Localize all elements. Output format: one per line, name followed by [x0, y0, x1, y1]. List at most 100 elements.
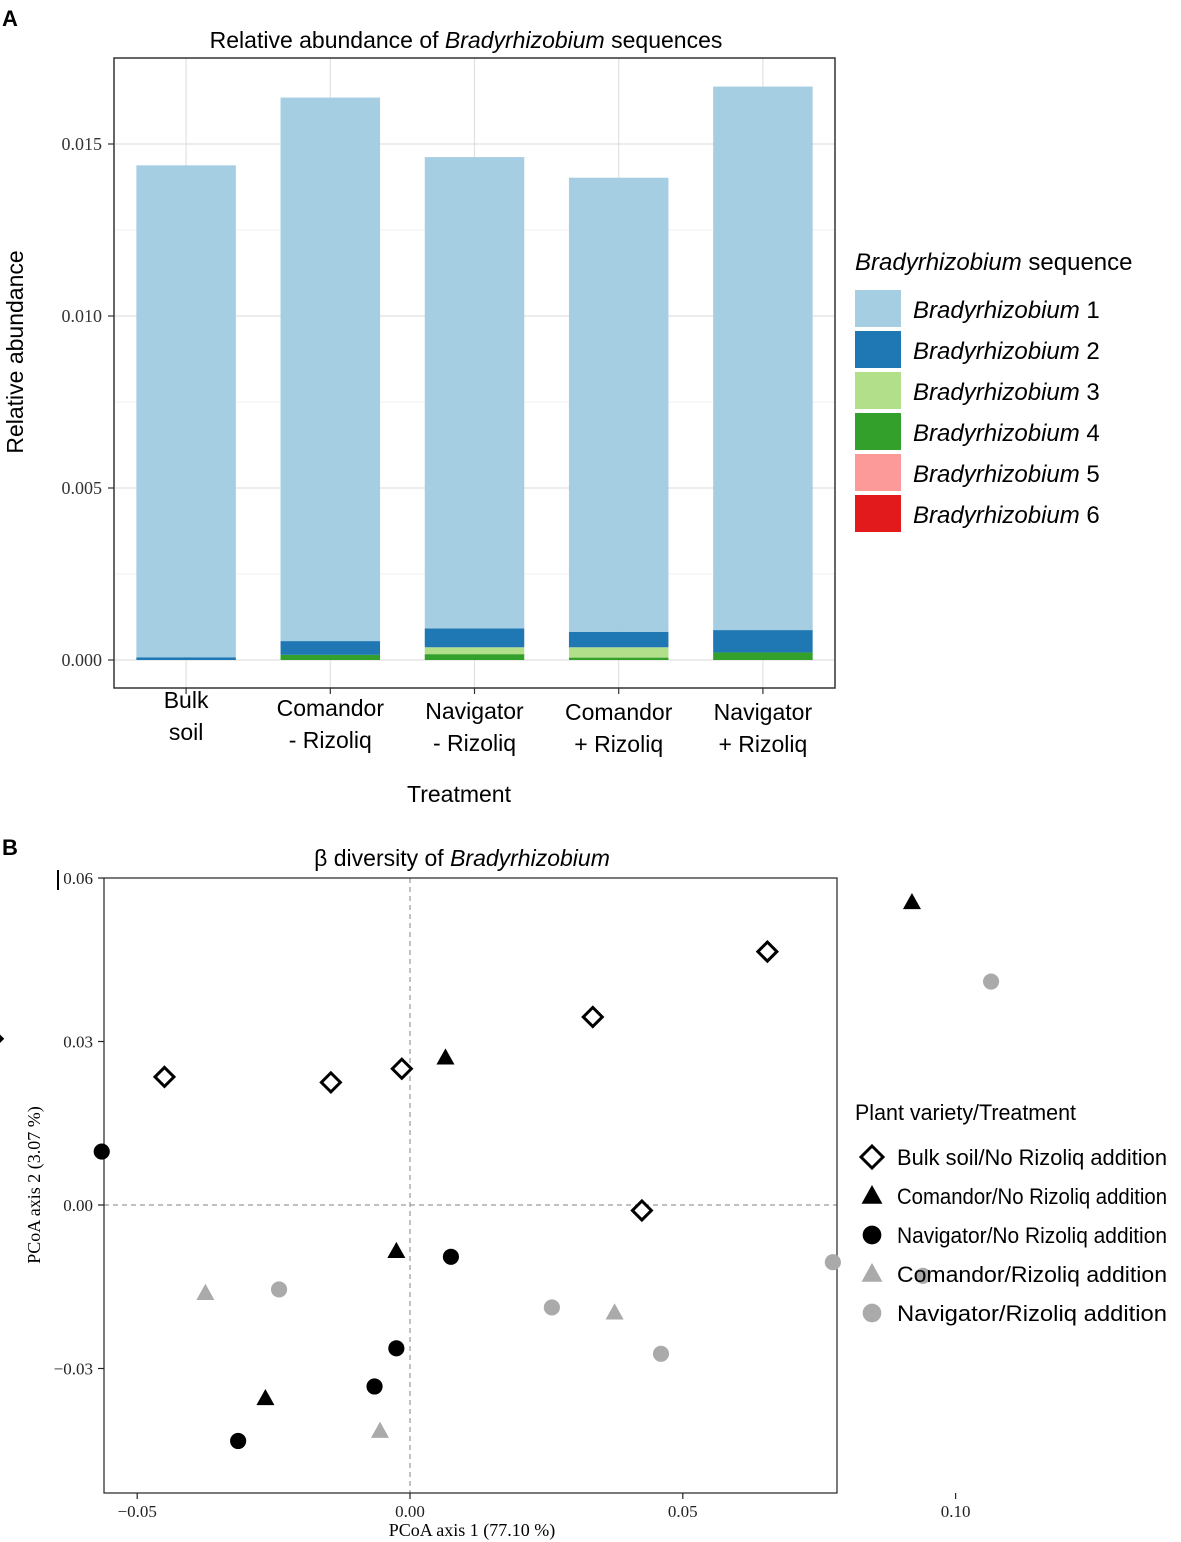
- scatter-x-label: PCoA axis 1 (77.10 %): [389, 1520, 556, 1541]
- x-tick-label: Navigator: [714, 699, 813, 725]
- legend-entry: Comandor/Rizoliq addition: [897, 1262, 1167, 1287]
- scatter-plot-border: [103, 877, 838, 1494]
- legend-entry: Comandor/No Rizoliq addition: [897, 1184, 1167, 1209]
- scatter-point: [652, 1345, 670, 1362]
- x-tick-label: Comandor: [277, 695, 385, 721]
- scatter-legend: Bulk soil/No Rizoliq addition Comandor/No…: [858, 1143, 1167, 1326]
- scatter-point: [436, 1048, 455, 1065]
- bar-segment: [713, 86, 813, 631]
- bar-chart-legend-title: Bradyrhizobium sequence: [855, 249, 1133, 276]
- bar-chart-bars: [136, 86, 813, 660]
- legend-entry: Navigator/No Rizoliq addition: [897, 1223, 1167, 1248]
- scatter-point: [543, 1299, 560, 1316]
- legend-marker: [861, 1185, 883, 1204]
- bar-segment: [424, 157, 525, 629]
- legend-swatch: [855, 495, 901, 532]
- legend-entry: Bradyrhizobium 1: [913, 297, 1100, 324]
- panel-a: A Relative abundance of Bradyrhizobium s…: [2, 6, 1133, 807]
- x-tick-label: 0.00: [395, 1502, 425, 1521]
- x-tick-label: Bulk: [164, 687, 209, 713]
- x-tick-label: −0.05: [118, 1502, 157, 1521]
- panel-a-title: Relative abundance of Bradyrhizobium seq…: [210, 27, 723, 53]
- bar-segment: [568, 177, 669, 632]
- legend-marker: [858, 1143, 886, 1171]
- legend-entry: Bradyrhizobium 3: [913, 379, 1100, 406]
- scatter-point: [319, 1070, 343, 1095]
- legend-entry: Bradyrhizobium 4: [913, 420, 1100, 447]
- y-tick-label: 0.005: [62, 478, 103, 498]
- bar-chart-x-axis: Bulk soil Comandor - Rizoliq Navigator - Rizo…: [164, 687, 813, 757]
- y-tick-label: −0.03: [54, 1360, 93, 1379]
- scatter-point: [914, 1267, 931, 1284]
- bar-segment: [568, 631, 669, 648]
- y-tick-label: 0.00: [63, 1196, 93, 1215]
- scatter-point: [0, 1034, 5, 1044]
- scatter-point: [755, 939, 779, 964]
- bar-chart-y-label: Relative abundance: [2, 250, 28, 453]
- scatter-point: [270, 1281, 288, 1298]
- x-tick-label: + Rizoliq: [574, 731, 663, 757]
- scatter-point: [442, 1248, 459, 1265]
- bar-segment: [280, 654, 381, 660]
- x-tick-label: soil: [169, 719, 204, 745]
- legend-marker: [862, 1303, 882, 1323]
- legend-entry: Navigator/Rizoliq addition: [897, 1301, 1167, 1326]
- bar-segment: [713, 652, 813, 660]
- scatter-point: [370, 1421, 390, 1438]
- scatter-reference-lines: [104, 878, 837, 1493]
- bar-segment: [136, 657, 236, 660]
- x-tick-label: 0.10: [941, 1502, 971, 1521]
- scatter-point: [824, 1254, 841, 1271]
- x-tick-label: Navigator: [425, 698, 524, 724]
- scatter-y-label: PCoA axis 2 (3.07 %): [24, 1106, 45, 1264]
- bar-segment: [136, 165, 236, 658]
- scatter-point: [605, 1303, 624, 1320]
- x-tick-label: - Rizoliq: [289, 727, 372, 753]
- bar-chart-legend: Bradyrhizobium 1 Bradyrhizobium 2 Bradyrhi…: [855, 290, 1100, 532]
- scatter-point: [581, 1005, 605, 1029]
- panel-b: B β diversity of Bradyrhizobium 0.06 0.03…: [0, 835, 1167, 1541]
- bar-segment: [424, 628, 525, 648]
- legend-swatch: [855, 290, 901, 327]
- scatter-y-axis: 0.06 0.03 0.00 −0.03: [54, 869, 104, 1379]
- legend-entry: Bradyrhizobium 6: [913, 502, 1100, 529]
- legend-marker: [862, 1225, 882, 1245]
- x-tick-label: Comandor: [565, 699, 673, 725]
- bar-segment: [568, 657, 669, 660]
- panel-a-letter: A: [2, 6, 18, 31]
- bar-segment: [280, 641, 381, 655]
- scatter-points: [0, 893, 1000, 1450]
- bar-segment: [713, 630, 813, 653]
- y-tick-label: 0.06: [63, 869, 93, 888]
- legend-swatch: [855, 372, 901, 409]
- panel-b-title: β diversity of Bradyrhizobium: [314, 845, 610, 871]
- y-tick-label: 0.010: [62, 306, 103, 326]
- scatter-point: [630, 1198, 654, 1223]
- scatter-point: [366, 1378, 383, 1395]
- legend-entry: Bradyrhizobium 2: [913, 338, 1100, 365]
- x-tick-label: + Rizoliq: [718, 731, 807, 757]
- scatter-point: [196, 1283, 215, 1300]
- scatter-point: [256, 1388, 275, 1406]
- scatter-point: [390, 1057, 414, 1081]
- y-tick-label: 0.000: [62, 650, 103, 670]
- legend-entry: Bradyrhizobium 5: [913, 461, 1100, 488]
- legend-entry: Bulk soil/No Rizoliq addition: [897, 1145, 1167, 1170]
- scatter-point: [902, 893, 921, 910]
- bar-segment: [424, 654, 525, 660]
- bar-segment: [280, 97, 381, 642]
- bar-chart-x-label: Treatment: [407, 781, 512, 807]
- legend-swatch: [855, 413, 901, 450]
- y-tick-label: 0.015: [62, 134, 103, 154]
- y-tick-label: 0.03: [63, 1033, 93, 1052]
- legend-marker: [861, 1263, 883, 1282]
- scatter-point: [152, 1065, 177, 1089]
- bar-chart-y-axis: 0.000 0.005 0.010 0.015: [62, 134, 114, 670]
- scatter-point: [387, 1241, 406, 1258]
- scatter-point: [93, 1143, 110, 1160]
- legend-swatch: [855, 454, 901, 491]
- bar-segment: [424, 647, 525, 655]
- x-tick-label: - Rizoliq: [433, 730, 516, 756]
- scatter-legend-title: Plant variety/Treatment: [855, 1100, 1076, 1125]
